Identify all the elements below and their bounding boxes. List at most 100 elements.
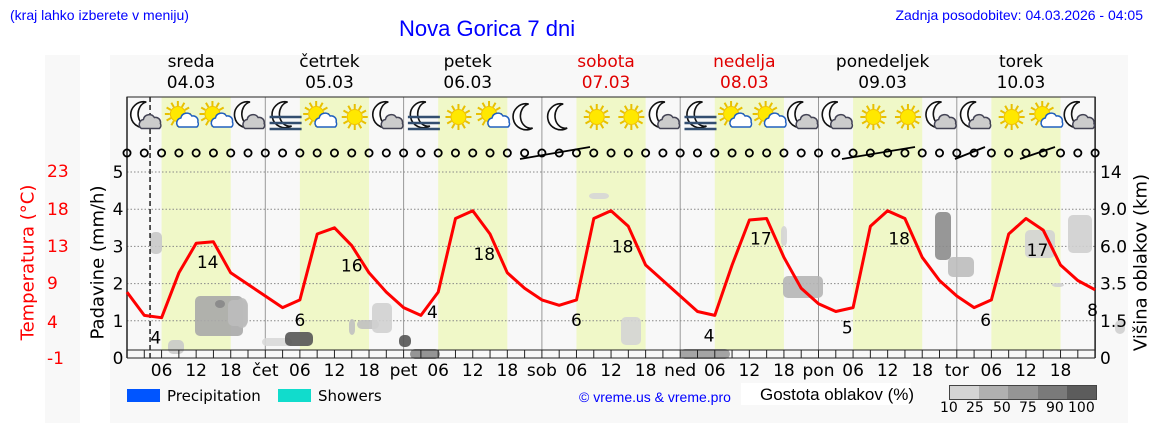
wind-calm-icon: [952, 148, 962, 158]
sun-cloud-icon: [164, 101, 200, 128]
wind-calm-icon: [727, 148, 737, 158]
day-short-label: ned: [664, 361, 696, 381]
wind-calm-icon: [917, 148, 927, 158]
sun-cloud-icon: [476, 101, 511, 128]
wind-calm-icon: [416, 148, 426, 158]
moon-cloud-icon: [925, 100, 957, 130]
day-name: ponedeljek: [835, 52, 930, 72]
temp-annotation: 18: [612, 237, 634, 257]
cloud-height-tick-label: 3.5: [1100, 275, 1127, 295]
hour-tick-label: 12: [739, 361, 761, 381]
temp-annotation: 6: [571, 311, 582, 331]
sun-cloud-icon: [718, 101, 753, 128]
wind-calm-icon: [744, 148, 754, 158]
wind-calm-icon: [692, 148, 702, 158]
region-hint-link[interactable]: (kraj lahko izberete v meniju): [10, 7, 189, 23]
cloud-density-tick: 25: [966, 400, 984, 416]
wind-calm-icon: [762, 148, 772, 158]
cloud-density-blob: [237, 298, 247, 328]
temp-annotation: 4: [427, 303, 438, 323]
hour-tick-label: 06: [151, 361, 173, 381]
temp-annotation: 6: [294, 311, 305, 331]
moon-cloud-icon: [129, 100, 162, 130]
day-date: 05.03: [305, 73, 354, 93]
wind-calm-icon: [1004, 148, 1014, 158]
temperature-line: [125, 209, 1096, 320]
sun-icon: [341, 104, 368, 130]
sun-cloud-icon: [303, 101, 338, 128]
wind-calm-icon: [208, 148, 218, 158]
copyright-link[interactable]: © vreme.us & vreme.pro: [579, 389, 731, 405]
wind-calm-icon: [243, 148, 253, 158]
day-header-4: nedelja 08.03: [674, 52, 814, 94]
page-title: Nova Gorica 7 dni: [399, 16, 576, 41]
hour-tick-label: 18: [773, 361, 795, 381]
sun-icon: [860, 104, 887, 130]
cloud-density-tick: 90: [1046, 400, 1064, 416]
precipitation-legend-label: Precipitation: [167, 387, 261, 405]
temp-tick: -1: [47, 349, 64, 369]
cloud-density-blob: [399, 335, 411, 347]
wind-calm-icon: [381, 148, 391, 158]
temp-annotation: 16: [341, 257, 363, 277]
cloud-density-blob: [781, 226, 787, 246]
hour-tick-label: 06: [427, 361, 449, 381]
day-header-1: četrtek 05.03: [259, 52, 399, 94]
wind-calm-icon: [883, 148, 893, 158]
day-date: 04.03: [166, 73, 216, 93]
cloud-density-blob: [1068, 215, 1092, 253]
cloud-density-blob: [372, 303, 392, 333]
cloud-density-blob: [948, 257, 974, 277]
cloud-density-blob: [935, 212, 951, 260]
cloud-density-blob: [680, 349, 730, 359]
wind-calm-icon: [122, 148, 132, 158]
hour-tick-label: 12: [1015, 361, 1037, 381]
hour-tick-label: 12: [462, 361, 484, 381]
moon-cloud-icon: [959, 100, 992, 130]
temp-tick: 23: [47, 162, 69, 182]
wind-calm-icon: [485, 148, 495, 158]
sun-icon: [583, 104, 610, 130]
cloud-density-tick: 10: [940, 400, 958, 416]
wind-calm-icon: [814, 148, 824, 158]
day-short-label: čet: [252, 361, 279, 381]
wind-barb-icon: [841, 146, 916, 160]
cloud-height-tick-label: 9.0: [1100, 200, 1127, 220]
wind-calm-icon: [502, 148, 512, 158]
daylight-band: [438, 97, 508, 350]
temp-annotation: 8: [1087, 301, 1098, 321]
precipitation-swatch: [127, 389, 160, 402]
wind-calm-icon: [1056, 148, 1066, 158]
hour-tick-label: 18: [911, 361, 933, 381]
precip-tick-label: 4: [113, 200, 124, 220]
hour-tick-label: 12: [877, 361, 899, 381]
hour-tick-label: 18: [497, 361, 519, 381]
cloud-density-blob: [349, 319, 355, 335]
temp-tick: 4: [47, 313, 58, 333]
day-name: nedelja: [713, 52, 776, 72]
cloud-density-label: Gostota oblakov (%): [760, 385, 915, 404]
precip-tick-label: 3: [113, 237, 124, 257]
day-date: 07.03: [581, 73, 631, 93]
moon-cloud-icon: [648, 100, 681, 130]
day-short-label: sob: [527, 361, 557, 381]
wind-calm-icon: [139, 148, 149, 158]
moon-fog-icon: [684, 100, 717, 131]
wind-calm-icon: [675, 148, 685, 158]
hour-tick-label: 18: [1050, 361, 1072, 381]
wind-calm-icon: [641, 148, 651, 158]
cloud-density-tick: 75: [1019, 400, 1037, 416]
temp-annotation: 14: [197, 253, 219, 273]
wind-calm-icon: [1090, 148, 1100, 158]
temp-annotation: 17: [750, 230, 772, 250]
last-update: Zadnja posodobitev: 04.03.2026 - 04:05: [895, 7, 1143, 23]
wind-calm-icon: [520, 148, 530, 158]
day-date: 10.03: [996, 73, 1046, 93]
daylight-band: [991, 97, 1061, 350]
precip-tick-label: 5: [113, 163, 124, 183]
hour-tick-label: 06: [981, 361, 1003, 381]
temp-annotation: 5: [842, 319, 853, 339]
cloud-density-blob: [168, 340, 184, 354]
day-name: sobota: [577, 52, 635, 72]
wind-barb-icon: [519, 146, 591, 160]
